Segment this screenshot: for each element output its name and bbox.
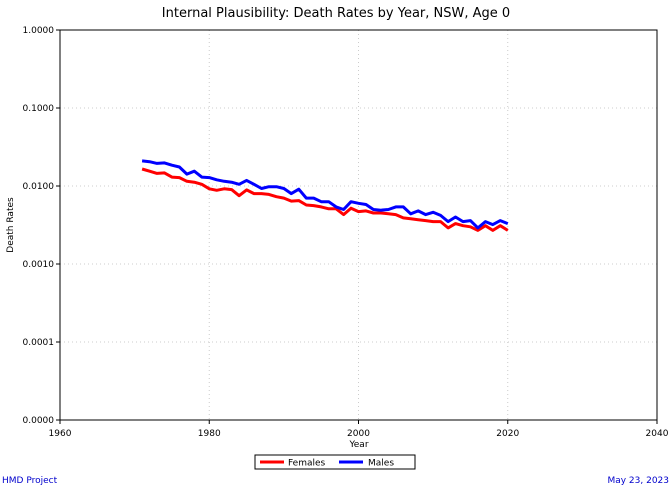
- y-tick-label: 0.0010: [23, 260, 55, 270]
- legend-label-females: Females: [288, 459, 326, 469]
- legend-box: [254, 454, 416, 470]
- y-axis: 1.0000 0.1000 0.0100 0.0010 0.0001 0.0000: [23, 26, 60, 426]
- footer-date: May 23, 2023: [607, 476, 669, 486]
- y-axis-label: Death Rates: [6, 197, 16, 253]
- x-tick-label: 1960: [49, 429, 72, 439]
- series-line-males: [141, 159, 509, 230]
- x-axis-label: Year: [348, 440, 368, 450]
- series-line-females: [141, 167, 509, 232]
- legend: Females Males: [254, 454, 416, 470]
- y-tick-label: 1.0000: [23, 26, 55, 36]
- y-tick-label: 0.1000: [23, 104, 55, 114]
- chart-title: Internal Plausibility: Death Rates by Ye…: [162, 6, 510, 21]
- y-tick-label: 0.0001: [23, 338, 55, 348]
- y-tick-label: 0.0000: [23, 416, 55, 426]
- series-lines: [141, 159, 509, 232]
- x-tick-label: 2040: [646, 429, 669, 439]
- x-axis: 1960 1980 2000 2020 2040: [49, 420, 669, 439]
- plot-frame: [59, 29, 658, 421]
- legend-label-males: Males: [368, 459, 394, 469]
- footer-source: HMD Project: [2, 476, 58, 486]
- x-tick-label: 2000: [347, 429, 370, 439]
- x-tick-label: 1980: [198, 429, 221, 439]
- y-tick-label: 0.0100: [23, 182, 55, 192]
- grid-lines: [59, 29, 658, 421]
- x-tick-label: 2020: [496, 429, 519, 439]
